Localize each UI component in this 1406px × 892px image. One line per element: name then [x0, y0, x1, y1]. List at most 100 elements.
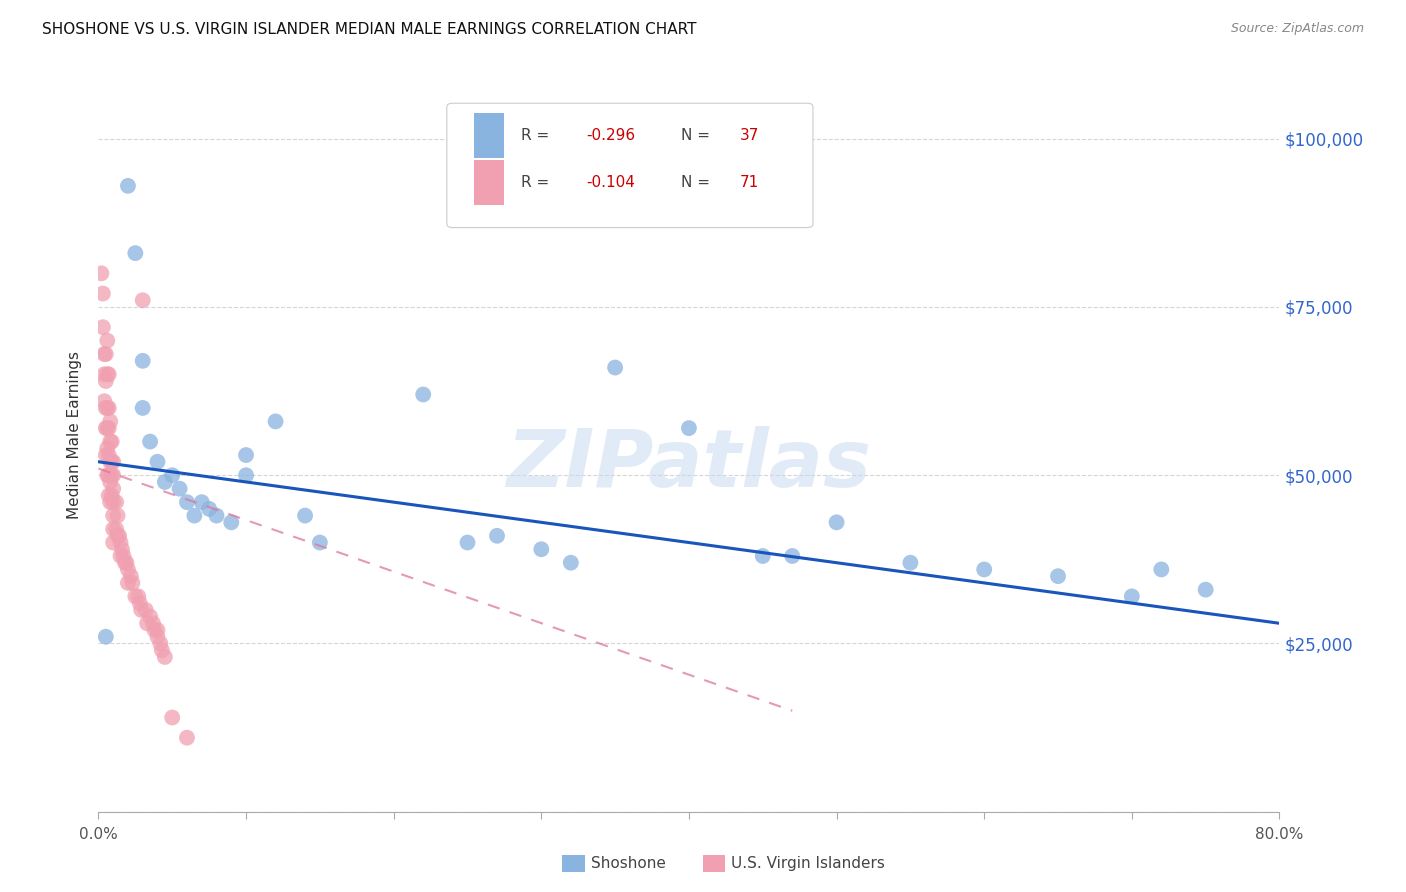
Point — [146, 630, 169, 644]
Point — [146, 623, 169, 637]
Point — [150, 643, 173, 657]
Point — [124, 590, 146, 604]
Point — [412, 387, 434, 401]
Point — [1121, 590, 1143, 604]
Point — [110, 549, 132, 563]
Point — [136, 616, 159, 631]
Bar — [474, 160, 503, 205]
Point — [309, 535, 332, 549]
Point — [93, 394, 115, 409]
Text: N =: N = — [681, 175, 714, 190]
Point — [121, 575, 143, 590]
Point — [153, 475, 176, 489]
Point — [120, 569, 142, 583]
Point — [98, 495, 121, 509]
Point — [107, 508, 129, 523]
Point — [94, 401, 117, 415]
Point — [825, 516, 848, 530]
Point — [97, 368, 120, 382]
Point — [205, 508, 228, 523]
Point — [100, 455, 122, 469]
Point — [97, 448, 120, 462]
Point — [112, 549, 135, 563]
Text: 71: 71 — [740, 175, 759, 190]
Point — [98, 475, 121, 489]
Point — [142, 616, 165, 631]
Point — [1150, 562, 1173, 576]
Point — [98, 455, 121, 469]
Point — [97, 421, 120, 435]
Point — [94, 347, 117, 361]
Point — [103, 522, 125, 536]
Text: ZIPatlas: ZIPatlas — [506, 426, 872, 504]
Point — [96, 334, 118, 348]
Text: R =: R = — [522, 128, 554, 143]
Point — [235, 448, 257, 462]
Text: SHOSHONE VS U.S. VIRGIN ISLANDER MEDIAN MALE EARNINGS CORRELATION CHART: SHOSHONE VS U.S. VIRGIN ISLANDER MEDIAN … — [42, 22, 697, 37]
Point — [456, 535, 478, 549]
Point — [100, 434, 122, 449]
Point — [530, 542, 553, 557]
Point — [94, 374, 117, 388]
Point — [128, 596, 150, 610]
Point — [264, 414, 287, 428]
Point — [96, 468, 118, 483]
Point — [294, 508, 316, 523]
Point — [235, 468, 257, 483]
Point — [100, 468, 122, 483]
Point — [117, 575, 139, 590]
Text: -0.296: -0.296 — [586, 128, 636, 143]
Point — [97, 468, 120, 483]
Point — [103, 535, 125, 549]
Point — [900, 556, 922, 570]
Point — [678, 421, 700, 435]
Point — [96, 421, 118, 435]
Point — [110, 535, 132, 549]
Point — [129, 603, 152, 617]
Point — [103, 482, 125, 496]
Point — [93, 368, 115, 382]
Point — [751, 549, 773, 563]
Point — [486, 529, 509, 543]
Point — [91, 320, 114, 334]
Point — [94, 630, 117, 644]
Point — [111, 542, 134, 557]
Point — [191, 495, 214, 509]
Point — [103, 508, 125, 523]
Point — [1046, 569, 1069, 583]
FancyBboxPatch shape — [447, 103, 813, 227]
Point — [96, 442, 118, 456]
Point — [176, 495, 198, 509]
Point — [149, 636, 172, 650]
Text: 37: 37 — [740, 128, 759, 143]
Point — [973, 562, 995, 576]
Point — [162, 710, 183, 724]
Point — [90, 266, 112, 280]
Point — [132, 293, 155, 308]
Point — [97, 488, 120, 502]
Point — [176, 731, 198, 745]
Point — [98, 414, 121, 428]
Text: U.S. Virgin Islanders: U.S. Virgin Islanders — [731, 856, 884, 871]
Point — [782, 549, 804, 563]
Point — [96, 401, 118, 415]
Point — [162, 468, 183, 483]
Point — [143, 623, 166, 637]
Text: Source: ZipAtlas.com: Source: ZipAtlas.com — [1230, 22, 1364, 36]
Point — [124, 246, 146, 260]
Point — [132, 401, 155, 415]
Point — [93, 347, 115, 361]
Point — [146, 455, 169, 469]
Point — [105, 522, 128, 536]
Point — [98, 434, 121, 449]
Point — [117, 562, 139, 576]
Point — [97, 401, 120, 415]
Point — [560, 556, 582, 570]
Point — [107, 529, 129, 543]
Point — [91, 286, 114, 301]
Y-axis label: Median Male Earnings: Median Male Earnings — [67, 351, 83, 519]
Point — [103, 495, 125, 509]
Point — [169, 482, 191, 496]
Text: -0.104: -0.104 — [586, 175, 636, 190]
Point — [127, 590, 149, 604]
